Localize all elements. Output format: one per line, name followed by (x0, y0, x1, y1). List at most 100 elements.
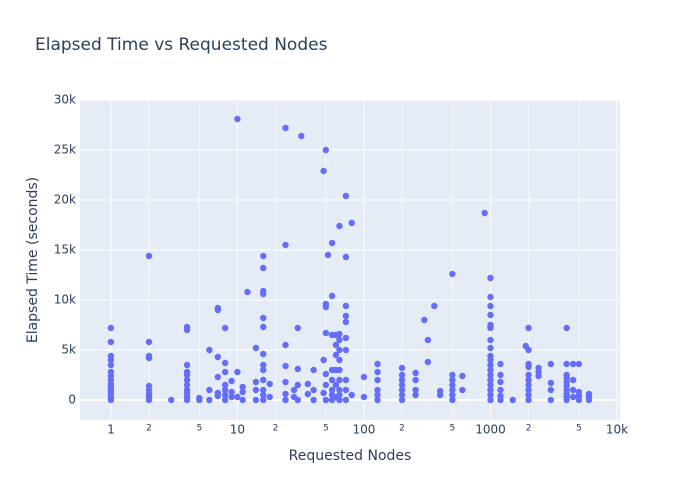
y-tick-label: 5k (61, 343, 76, 357)
point (342, 346, 350, 354)
x-tick-label: 2 (526, 424, 532, 434)
y-tick-label: 25k (54, 143, 76, 157)
point (322, 300, 330, 308)
point (497, 371, 504, 379)
point (328, 239, 336, 247)
point (260, 396, 267, 404)
point (336, 396, 343, 404)
point (260, 376, 267, 384)
point (260, 252, 267, 260)
y-tick-label: 0 (68, 393, 76, 407)
point (449, 386, 456, 394)
point (239, 396, 246, 404)
point (487, 366, 494, 374)
point (320, 389, 327, 397)
point (294, 381, 301, 389)
point (107, 361, 115, 369)
point (252, 396, 260, 404)
point (525, 360, 532, 368)
point (145, 382, 153, 390)
point (398, 376, 406, 384)
point (398, 386, 406, 394)
x-tick-label: 2 (146, 424, 152, 434)
y-tick-label: 30k (54, 93, 76, 107)
point (228, 377, 235, 385)
x-tick-label: 5 (576, 424, 582, 434)
point (294, 324, 301, 332)
point (221, 391, 229, 399)
point (348, 219, 355, 227)
point (214, 389, 222, 397)
point (260, 361, 267, 369)
point (336, 366, 343, 374)
x-tick-label: 1 (107, 423, 115, 437)
point (294, 396, 301, 404)
point (525, 391, 532, 399)
point (487, 361, 494, 369)
point (260, 391, 267, 399)
point (282, 124, 289, 132)
point (282, 390, 289, 398)
point (260, 287, 267, 295)
point (398, 364, 406, 372)
point (228, 388, 235, 396)
x-tick-label: 1000 (475, 423, 506, 437)
point (487, 293, 494, 301)
point (304, 380, 312, 388)
point (342, 386, 350, 394)
point (221, 381, 229, 389)
point (547, 379, 555, 387)
point (436, 387, 444, 395)
point (206, 386, 213, 394)
point (328, 386, 336, 394)
point (487, 376, 494, 384)
point (260, 386, 267, 394)
point (183, 323, 191, 331)
point (449, 270, 456, 278)
point (336, 356, 343, 364)
point (221, 396, 229, 404)
point (412, 391, 419, 399)
x-axis-label: Requested Nodes (289, 448, 412, 464)
point (260, 314, 267, 322)
point (260, 350, 267, 358)
point (497, 378, 504, 386)
point (547, 386, 555, 394)
point (487, 274, 494, 282)
x-tick-label: 100 (352, 423, 375, 437)
point (525, 324, 532, 332)
point (449, 381, 456, 389)
point (294, 365, 301, 373)
point (228, 393, 235, 401)
point (336, 346, 343, 354)
point (525, 346, 532, 354)
point (239, 388, 246, 396)
point (107, 352, 115, 360)
point (310, 386, 317, 394)
point (206, 346, 213, 354)
point (260, 366, 267, 374)
point (412, 386, 419, 394)
y-axis-label: Elapsed Time (seconds) (25, 177, 41, 343)
point (252, 378, 260, 386)
point (459, 372, 466, 380)
point (266, 393, 273, 401)
point (449, 371, 456, 379)
point (487, 391, 494, 399)
point (282, 341, 289, 349)
point (563, 371, 570, 379)
point (336, 376, 343, 384)
point (310, 396, 317, 404)
point (487, 311, 494, 319)
point (374, 376, 381, 384)
point (107, 324, 115, 332)
point (342, 334, 350, 342)
point (412, 369, 419, 377)
point (374, 360, 381, 368)
point (336, 336, 343, 344)
x-tick-label: 2 (399, 424, 405, 434)
point (342, 312, 350, 320)
point (183, 376, 191, 384)
point (569, 376, 577, 384)
